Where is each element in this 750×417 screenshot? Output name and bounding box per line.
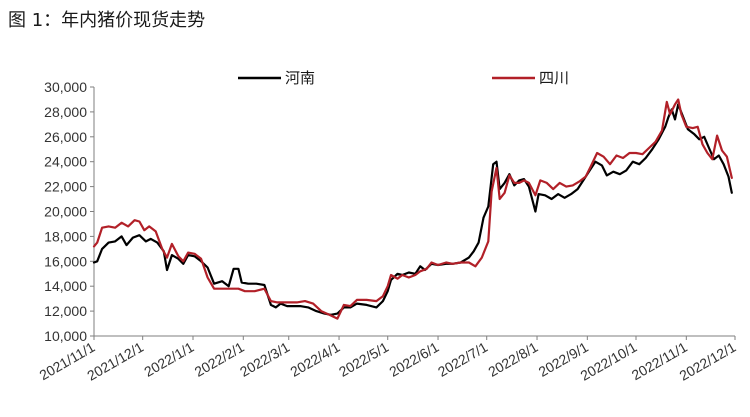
y-tick-label: 18,000: [44, 228, 87, 244]
y-tick-label: 28,000: [44, 104, 87, 120]
chart-axes: 10,000 12,000 14,000 16,000 18,000 20,000 22,0…: [36, 79, 738, 384]
series-line-sichuan: [92, 98, 733, 320]
y-tick-label: 30,000: [44, 79, 87, 95]
y-tick-label: 26,000: [44, 129, 87, 145]
x-tick-label: 2022/1/1: [141, 339, 196, 380]
x-tick-label: 2022/6/1: [386, 339, 441, 380]
chart-legend: 河南 四川: [238, 69, 569, 87]
y-tick-label: 24,000: [44, 154, 87, 170]
legend-label: 四川: [539, 69, 569, 87]
y-tick-label: 22,000: [44, 179, 87, 195]
x-tick-label: 2022/8/1: [485, 339, 540, 380]
x-tick-label: 2022/10/1: [578, 339, 640, 384]
x-tick-label: 2021/12/1: [84, 339, 146, 384]
y-tick-label: 14,000: [44, 278, 87, 294]
legend-label: 河南: [285, 69, 315, 87]
y-tick-label: 10,000: [44, 328, 87, 344]
x-tick-label: 2022/4/1: [287, 339, 342, 380]
x-tick-label: 2022/5/1: [336, 339, 391, 380]
y-tick-label: 12,000: [44, 303, 87, 319]
x-tick-label: 2022/2/1: [192, 339, 247, 380]
chart-series: [92, 98, 733, 320]
series-line-henan: [92, 103, 733, 316]
x-tick-label: 2022/12/1: [677, 339, 739, 384]
y-tick-label: 20,000: [44, 204, 87, 220]
y-tick-label: 16,000: [44, 253, 87, 269]
x-tick-label: 2022/7/1: [435, 339, 490, 380]
figure-title: 图 1：年内猪价现货走势: [8, 10, 206, 31]
x-tick-label: 2022/3/1: [237, 339, 292, 380]
